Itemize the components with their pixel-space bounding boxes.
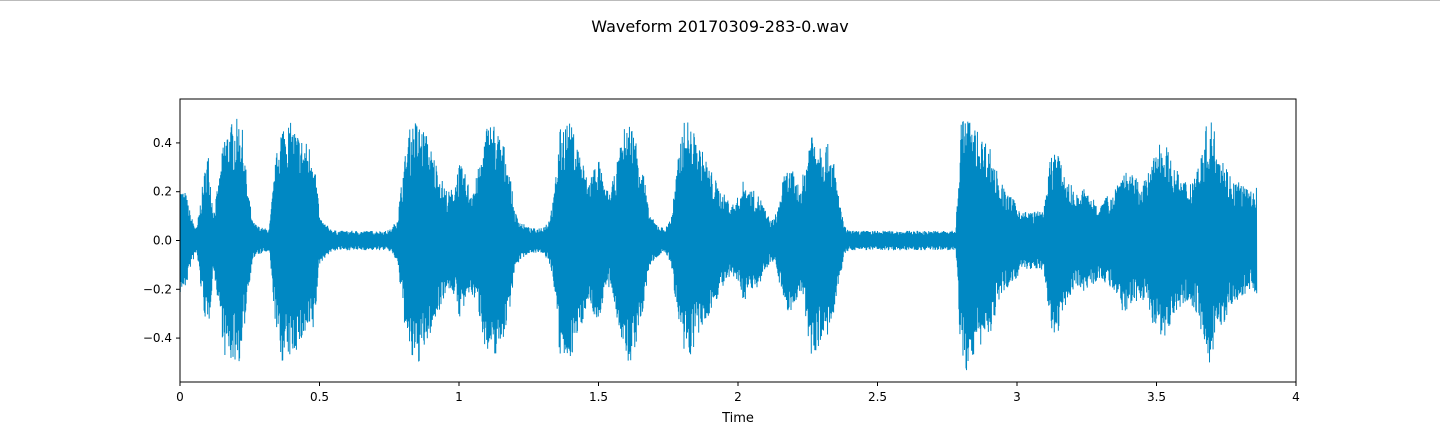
- x-tick-label: 3: [1013, 390, 1021, 404]
- x-tick-label: 1: [455, 390, 463, 404]
- y-tick-label: 0.0: [153, 234, 172, 248]
- y-axis: 0.4 0.2 0.0 −0.2 −0.4: [143, 136, 180, 345]
- chart-title: Waveform 20170309-283-0.wav: [591, 17, 848, 36]
- x-tick-label: 4: [1292, 390, 1300, 404]
- x-axis: 0 0.5 1 1.5 2 2.5 3 3.5 4: [176, 382, 1300, 404]
- x-tick-label: 0.5: [310, 390, 329, 404]
- y-tick-label: 0.4: [153, 136, 172, 150]
- x-tick-label: 3.5: [1147, 390, 1166, 404]
- x-axis-label: Time: [721, 411, 754, 426]
- y-tick-label: 0.2: [153, 185, 172, 199]
- y-tick-label: −0.4: [143, 331, 172, 345]
- waveform-series: [180, 118, 1258, 371]
- x-tick-label: 0: [176, 390, 184, 404]
- x-tick-label: 1.5: [589, 390, 608, 404]
- waveform-line: [180, 118, 1258, 371]
- x-tick-label: 2: [734, 390, 742, 404]
- x-tick-label: 2.5: [868, 390, 887, 404]
- y-tick-label: −0.2: [143, 282, 172, 296]
